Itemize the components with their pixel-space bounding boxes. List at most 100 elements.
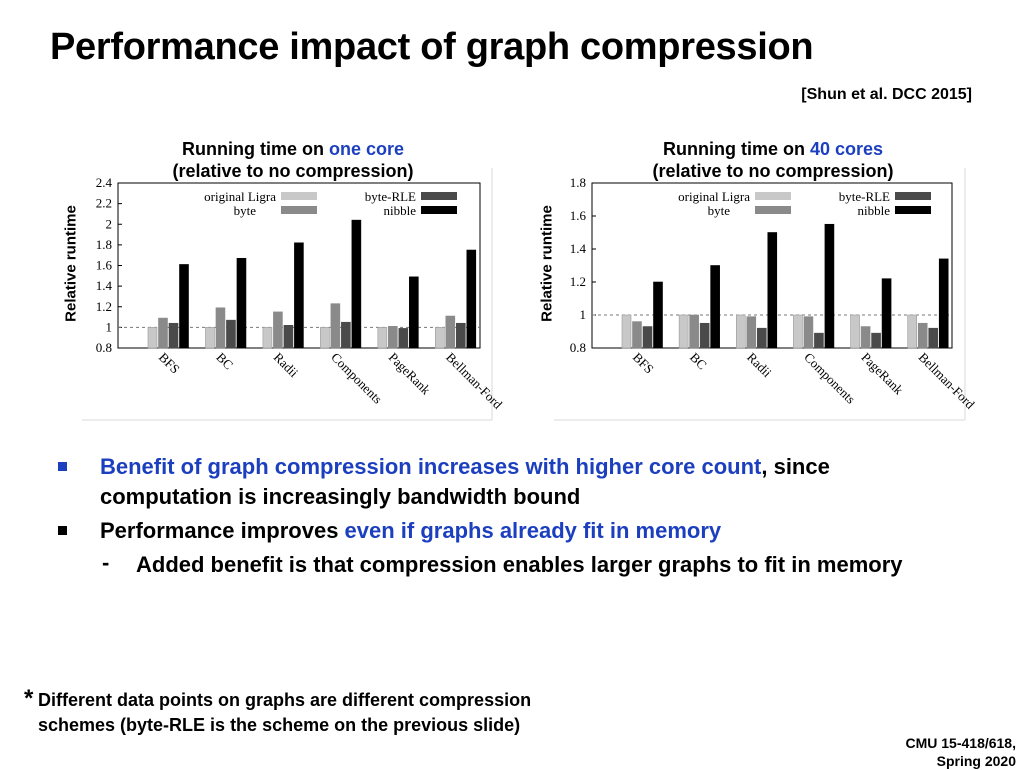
bar (871, 332, 881, 349)
bar (351, 219, 362, 349)
bar (746, 316, 757, 349)
bar (642, 326, 653, 349)
legend-label: byte (708, 203, 731, 218)
bar (689, 314, 699, 349)
bar (283, 325, 294, 349)
bullet-1-rest: , since computation is increasingly band… (100, 454, 830, 509)
bullet-2-highlight: even if graphs already fit in memory (344, 518, 722, 543)
bar (735, 314, 746, 349)
bar (456, 322, 466, 349)
legend-label: nibble (858, 203, 891, 218)
y-tick-label: 1 (106, 319, 113, 334)
bar (158, 317, 168, 349)
bar (236, 257, 247, 349)
y-tick-label: 0.8 (570, 340, 586, 355)
bar (917, 322, 928, 349)
bar (398, 328, 409, 349)
bullet-1-highlight: Benefit of graph compression increases w… (100, 454, 762, 479)
footnote-text: Different data points on graphs are diff… (38, 690, 532, 735)
course-line-2: Spring 2020 (936, 753, 1016, 769)
bar (262, 327, 273, 349)
bar (409, 276, 419, 349)
x-tick-label: PageRank (858, 350, 906, 398)
x-tick-label: BFS (630, 350, 657, 377)
legend-swatch (895, 192, 931, 200)
citation: [Shun et al. DCC 2015] (801, 86, 972, 103)
y-tick-label: 1.2 (96, 299, 112, 314)
y-tick-label: 1.2 (570, 274, 586, 289)
x-tick-label: BC (687, 350, 710, 373)
legend-swatch (421, 192, 457, 200)
bar (699, 322, 710, 349)
bar (388, 326, 398, 349)
y-tick-label: 1.6 (96, 258, 113, 273)
legend-swatch (281, 206, 317, 214)
bar (226, 319, 236, 349)
chart-2-title: Running time on 40 cores (relative to no… (608, 138, 938, 182)
legend-swatch (755, 206, 791, 214)
bar (294, 242, 304, 349)
y-tick-label: 0.8 (96, 340, 112, 355)
y-tick-label: 2.2 (96, 196, 112, 211)
legend-swatch (281, 192, 317, 200)
bar (793, 314, 803, 349)
y-tick-label: 1.6 (570, 208, 587, 223)
legend-label: byte (234, 203, 257, 218)
footnote: * Different data points on graphs are di… (24, 685, 544, 738)
bar (756, 327, 767, 349)
bullet-1: Benefit of graph compression increases w… (56, 452, 956, 512)
bar (907, 314, 918, 349)
sub-bullet-text: Added benefit is that compression enable… (136, 552, 903, 577)
bar (330, 303, 341, 349)
x-tick-label: Bellman-Ford (916, 350, 979, 413)
legend-swatch (895, 206, 931, 214)
bar (435, 327, 445, 349)
bar (881, 278, 892, 349)
bar (377, 327, 388, 349)
dash-icon: - (102, 550, 110, 575)
bar (320, 327, 330, 349)
bar (215, 307, 226, 349)
bar (767, 232, 778, 349)
bar (445, 315, 456, 349)
bar (850, 314, 860, 349)
bar (653, 281, 663, 349)
bar (860, 326, 871, 349)
bar (205, 327, 215, 349)
bullet-square-icon (58, 462, 67, 471)
bar (147, 327, 158, 349)
y-tick-label: 1.4 (96, 278, 113, 293)
bar (466, 249, 477, 349)
bar (938, 258, 949, 349)
legend-label: original Ligra (204, 189, 276, 204)
y-tick-label: 1.8 (570, 175, 586, 190)
bullet-list: Benefit of graph compression increases w… (56, 452, 956, 580)
bar (824, 223, 835, 349)
slide-title: Performance impact of graph compression (50, 26, 814, 68)
bar (814, 332, 824, 349)
bullet-square-icon (58, 526, 67, 535)
bar (710, 265, 720, 349)
chart-2-title-highlight: 40 cores (809, 139, 884, 159)
y-tick-label: 1.4 (570, 241, 587, 256)
chart-1-title-prefix: Running time on (181, 139, 329, 159)
bar (632, 321, 642, 349)
y-tick-label: 2 (106, 216, 113, 231)
chart-2-title-prefix: Running time on (662, 139, 810, 159)
course-line-1: CMU 15-418/618, (905, 735, 1016, 751)
x-tick-label: Radii (744, 350, 775, 381)
legend-label: original Ligra (678, 189, 750, 204)
chart-1-title-highlight: one core (328, 139, 404, 159)
bar (803, 316, 814, 349)
bullet-2-pre: Performance improves (100, 518, 345, 543)
bar (273, 311, 283, 349)
y-tick-label: 1 (580, 307, 587, 322)
sub-bullet: - Added benefit is that compression enab… (56, 550, 956, 580)
course-label: CMU 15-418/618, Spring 2020 (905, 734, 1016, 770)
bullet-2: Performance improves even if graphs alre… (56, 516, 956, 546)
asterisk-icon: * (24, 685, 34, 712)
bar (928, 327, 939, 349)
x-tick-label: Components (801, 350, 858, 407)
